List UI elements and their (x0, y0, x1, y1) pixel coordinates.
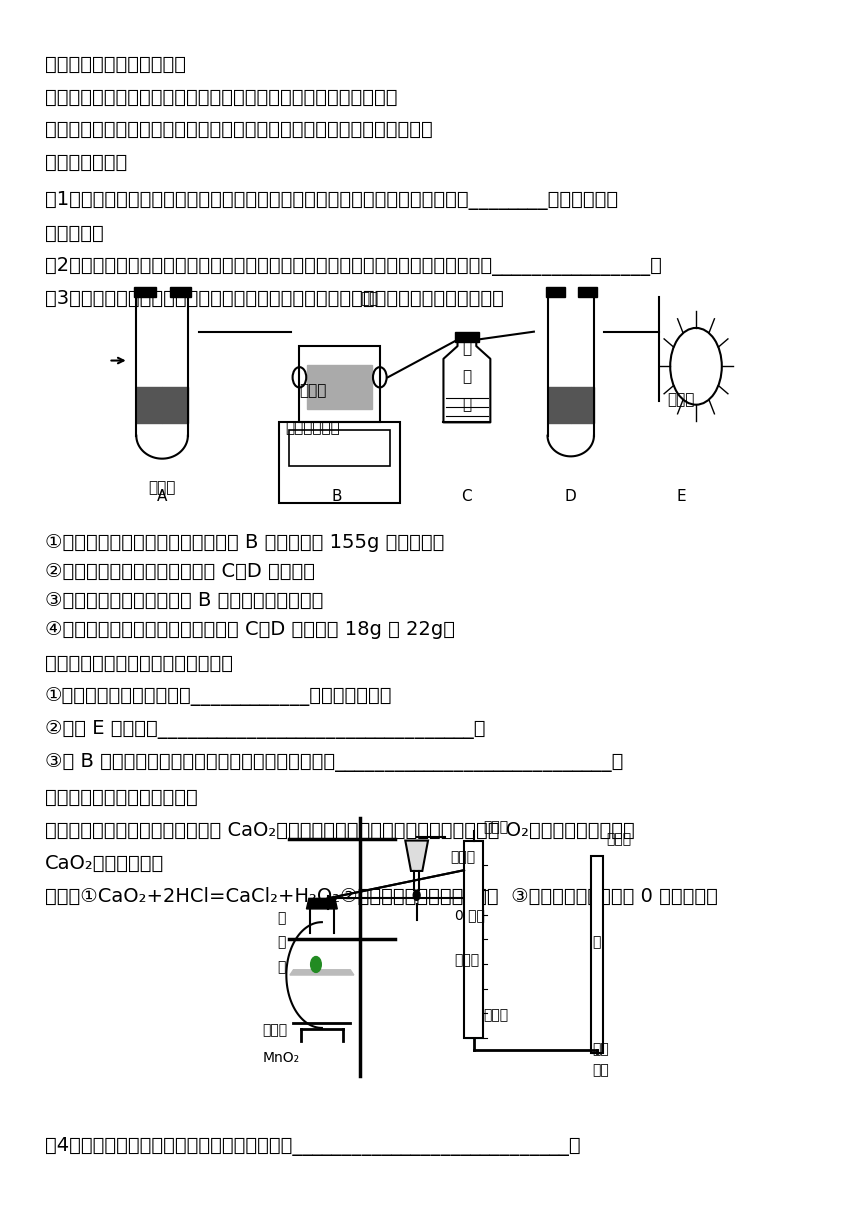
Text: 植物油: 植物油 (483, 1008, 508, 1023)
Text: 稀盐酸: 稀盐酸 (450, 850, 475, 865)
Text: 碱石灰: 碱石灰 (149, 480, 175, 495)
Text: 根据上述实验步骤，回答下列问题：: 根据上述实验步骤，回答下列问题： (45, 654, 233, 674)
Text: ①固体样品中含有的物质为____________。（填化学式）: ①固体样品中含有的物质为____________。（填化学式） (45, 687, 392, 706)
Bar (465, 900, 482, 1038)
Text: MnO₂: MnO₂ (262, 1051, 300, 1065)
Text: CaO₂的质量分数。: CaO₂的质量分数。 (45, 854, 164, 873)
Text: 硫: 硫 (277, 935, 286, 950)
Polygon shape (571, 387, 594, 423)
Text: B: B (331, 489, 341, 503)
Text: 样品和: 样品和 (262, 1024, 288, 1037)
Text: ③待 B 中完全反应后，再通一段时间的空气的目的是____________________________。: ③待 B 中完全反应后，再通一段时间的空气的目的是_______________… (45, 753, 624, 772)
Polygon shape (548, 387, 571, 423)
Text: 水: 水 (592, 935, 600, 950)
Bar (592, 925, 602, 1053)
Bar (134, 287, 157, 297)
Polygon shape (306, 899, 337, 908)
Text: （1）取固体样品加入水中，滴加酚酞后液体变红；继续加足量稀盐酸，如观察到________，则固体中含: （1）取固体样品加入水中，滴加酚酞后液体变红；继续加足量稀盐酸，如观察到____… (45, 191, 618, 210)
Text: C: C (462, 489, 472, 503)
Text: ③控温加热一段时间使装置 B 中的物质完全反应；: ③控温加热一段时间使装置 B 中的物质完全反应； (45, 591, 323, 610)
Circle shape (414, 890, 420, 900)
Text: 浓: 浓 (277, 911, 286, 925)
Text: 控温电加热器: 控温电加热器 (286, 420, 341, 435)
Polygon shape (405, 840, 428, 871)
Text: 实验二：过氧化钙含量的测定: 实验二：过氧化钙含量的测定 (45, 788, 198, 807)
Text: 水准管: 水准管 (606, 832, 631, 846)
Text: 【实验验证一】: 【实验验证一】 (45, 153, 127, 173)
Bar (464, 840, 483, 1038)
Text: 碱石灰: 碱石灰 (667, 393, 695, 407)
Text: ①连接好装置，检查装置气密性，在 B 装置中放入 155g 固体样品；: ①连接好装置，检查装置气密性，在 B 装置中放入 155g 固体样品； (45, 533, 445, 552)
Bar (169, 287, 192, 297)
Text: E: E (677, 489, 686, 503)
Bar (308, 365, 372, 409)
Text: （2）小明认为酚酞变红，则固体中一定含有氢氧化钙，小红对此提出质疑，其理由是________________。: （2）小明认为酚酞变红，则固体中一定含有氢氧化钙，小红对此提出质疑，其理由是__… (45, 257, 662, 276)
Text: ②装置 E 的作用为________________________________。: ②装置 E 的作用为______________________________… (45, 720, 485, 739)
Text: A: A (157, 489, 168, 503)
Text: （3）为了进一步确定固体样品的成分及质量，实验小组利用如图所示的装置进行实验。: （3）为了进一步确定固体样品的成分及质量，实验小组利用如图所示的装置进行实验。 (45, 289, 504, 309)
Text: 0 刻度: 0 刻度 (455, 908, 484, 922)
Bar (280, 422, 400, 502)
Bar (455, 332, 479, 342)
Text: 有碳酸钙。: 有碳酸钙。 (45, 224, 104, 243)
Text: 量气管: 量气管 (455, 953, 480, 968)
Text: ④再通入一段时间空气后，测的装置 C、D 分别增重 18g 和 22g；: ④再通入一段时间空气后，测的装置 C、D 分别增重 18g 和 22g； (45, 620, 455, 640)
Polygon shape (162, 387, 187, 423)
Text: 浓: 浓 (463, 342, 471, 356)
Bar (591, 856, 603, 1053)
Text: ②通入一段时间空气后称量装置 C、D 的质量；: ②通入一段时间空气后称量装置 C、D 的质量； (45, 562, 315, 581)
Bar (578, 287, 597, 297)
Text: 【提出问题】一包生石灰干燥剂，使用一段时间后可能有哪些固体？: 【提出问题】一包生石灰干燥剂，使用一段时间后可能有哪些固体？ (45, 88, 397, 107)
Text: 电热丝: 电热丝 (299, 383, 327, 398)
Text: 酸: 酸 (463, 396, 471, 412)
Text: 软管: 软管 (592, 1063, 609, 1077)
Text: 实验一：探究干燥剂中的钙: 实验一：探究干燥剂中的钙 (45, 55, 186, 74)
Text: 工业上可以用鸡蛋壳制备过氧化钙 CaO₂，该活动小组设计下列装置，通过测定生成 O₂的体积，计算样品中: 工业上可以用鸡蛋壳制备过氧化钙 CaO₂，该活动小组设计下列装置，通过测定生成 … (45, 821, 635, 840)
Bar (465, 894, 482, 906)
Polygon shape (290, 970, 353, 975)
Text: D: D (565, 489, 576, 503)
Bar (546, 287, 565, 297)
Polygon shape (136, 387, 162, 423)
Text: 样品: 样品 (360, 291, 379, 305)
Circle shape (310, 957, 322, 973)
Text: 连通管: 连通管 (483, 820, 508, 834)
Text: 酸: 酸 (277, 959, 286, 974)
Text: 【猜想假设】固体中含有氧化钙、氢氧化钙、碳酸钙中一种或两种或多种。: 【猜想假设】固体中含有氧化钙、氢氧化钙、碳酸钙中一种或两种或多种。 (45, 120, 433, 140)
Text: 硫: 硫 (463, 370, 471, 384)
Text: 已知：①CaO₂+2HCl=CaCl₂+H₂O₂②杂质不与盐酸反应生成气体  ③量气管有刻度值，且 0 刻度在上。: 已知：①CaO₂+2HCl=CaCl₂+H₂O₂②杂质不与盐酸反应生成气体 ③量… (45, 886, 718, 906)
Text: （4）在量气管中水面上加一层植物油的作用是____________________________。: （4）在量气管中水面上加一层植物油的作用是___________________… (45, 1137, 580, 1156)
Text: 橡胶: 橡胶 (592, 1042, 609, 1055)
Bar (289, 430, 390, 466)
Bar (299, 345, 380, 422)
